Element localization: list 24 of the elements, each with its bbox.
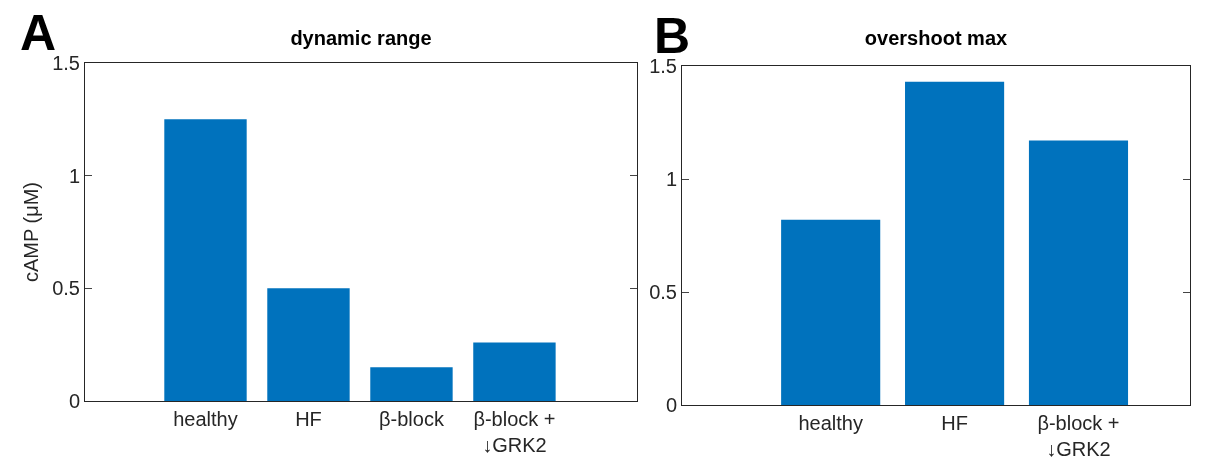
bar (164, 119, 247, 401)
chart-title: overshoot max (864, 27, 1008, 49)
y-tick-label: 0 (68, 390, 80, 412)
y-tick-label: 1 (665, 168, 677, 190)
bar (1028, 140, 1129, 405)
bar (370, 367, 453, 401)
y-tick-label: 0.5 (649, 281, 677, 303)
y-axis-title: cAMP (μM) (19, 181, 42, 283)
y-tick-label: 0 (665, 394, 677, 416)
bar (781, 219, 881, 405)
x-tick-label: β-block + ↓GRK2 (1037, 412, 1120, 460)
x-tick-label: healthy (798, 412, 863, 434)
x-tick-label: HF (941, 412, 968, 434)
x-tick-label: β-block (379, 408, 445, 430)
x-tick-label: healthy (173, 408, 238, 430)
bar (905, 81, 1005, 405)
x-tick-label: HF (295, 408, 322, 430)
y-tick-label: 1.5 (52, 52, 80, 74)
chart-title: dynamic range (290, 27, 432, 49)
y-tick-label: 1 (68, 164, 80, 187)
bar (267, 288, 350, 401)
bar (473, 342, 556, 401)
y-tick-label: 0.5 (52, 277, 80, 300)
x-tick-label: β-block + ↓GRK2 (473, 408, 556, 456)
